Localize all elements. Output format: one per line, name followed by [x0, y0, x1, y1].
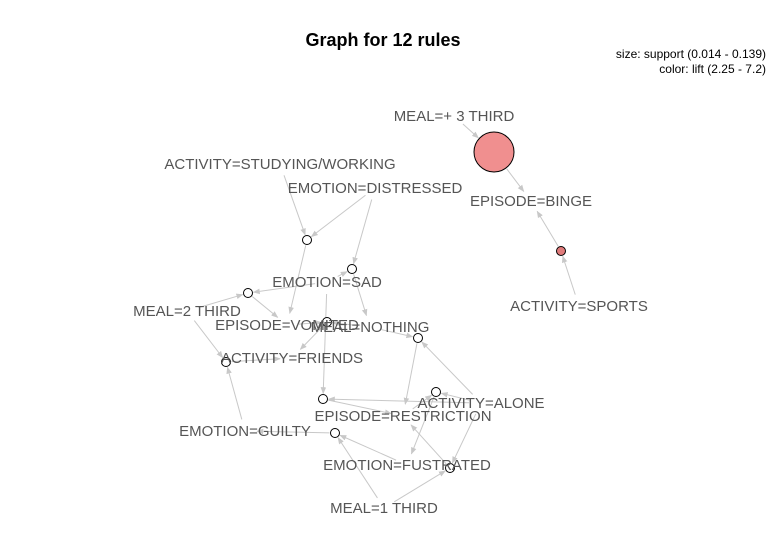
item-label-distressed: EMOTION=DISTRESSED	[288, 180, 463, 197]
edge-distressed-to-r4	[352, 199, 373, 265]
edge-sad-to-r9	[320, 293, 328, 395]
rule-node-r10	[431, 387, 441, 397]
item-label-alone: ACTIVITY=ALONE	[417, 395, 544, 412]
edge-alone-to-r9	[327, 396, 470, 404]
graph-title: Graph for 12 rules	[305, 30, 460, 50]
edge-r1-to-binge	[506, 168, 525, 192]
edge-nothing-to-r6	[331, 320, 359, 327]
edge-r10-to-fustrated	[410, 396, 435, 455]
item-label-meal1: MEAL=1 THIRD	[330, 500, 438, 517]
edge-guilty-to-r7	[226, 366, 243, 420]
edge-r9-to-restriction	[328, 399, 392, 415]
item-label-layer: MEAL=+ 3 THIRD ACTIVITY=STUDYING/WORKING E…	[133, 108, 648, 517]
item-label-meal2: MEAL=2 THIRD	[133, 303, 241, 320]
item-label-restriction: EPISODE=RESTRICTION	[314, 408, 491, 425]
rule-node-layer	[221, 131, 566, 473]
rule-node-r4	[347, 264, 357, 274]
edge-meal3-to-r1	[462, 123, 479, 139]
edge-meal1-to-r11	[394, 470, 446, 503]
item-label-vomited: EPISODE=VOMITED	[215, 317, 359, 334]
rule-node-r5	[243, 288, 253, 298]
edge-vomited-to-r6	[298, 320, 323, 326]
rule-node-r2	[556, 246, 566, 256]
rule-node-r9	[318, 394, 328, 404]
edge-r6-to-friends	[299, 325, 324, 350]
rule-node-r7	[221, 357, 231, 367]
item-label-friends: ACTIVITY=FRIENDS	[221, 350, 363, 367]
edge-meal2-to-r7	[193, 320, 224, 359]
item-label-study: ACTIVITY=STUDYING/WORKING	[164, 156, 395, 173]
edge-r11-to-restriction	[410, 424, 447, 465]
item-label-meal3: MEAL=+ 3 THIRD	[394, 108, 515, 125]
edge-r8-to-restriction	[403, 343, 418, 405]
edge-r4-to-nothing	[353, 274, 368, 317]
legend-color: color: lift (2.25 - 7.2)	[659, 62, 766, 76]
item-label-nothing: MEAL=NOTHING	[311, 319, 430, 336]
edge-r5-to-vomited	[251, 296, 279, 318]
edge-alone-to-r11	[451, 413, 477, 464]
edge-r7-to-friends	[231, 356, 281, 363]
item-label-sports: ACTIVITY=SPORTS	[510, 298, 648, 315]
rule-node-r11	[445, 463, 455, 473]
edge-distressed-to-r3	[310, 194, 366, 238]
rule-node-r12	[330, 428, 340, 438]
edge-alone-to-r8	[421, 341, 474, 395]
edge-layer	[193, 123, 576, 503]
edge-fustrated-to-r12	[339, 434, 397, 461]
rule-node-r1	[473, 131, 515, 173]
edge-r12-to-guilty	[256, 428, 330, 435]
rule-node-r3	[302, 235, 312, 245]
edge-meal1-to-r12	[337, 437, 378, 499]
item-label-guilty: EMOTION=GUILTY	[179, 423, 311, 440]
edge-restriction-to-r10	[412, 394, 433, 410]
item-label-binge: EPISODE=BINGE	[470, 193, 592, 210]
edge-meal2-to-r5	[198, 293, 244, 309]
edge-sad-to-r5	[252, 283, 316, 295]
item-label-fustrated: EMOTION=FUSTRATED	[323, 457, 491, 474]
edge-sad-to-r4	[337, 271, 348, 277]
legend-size: size: support (0.014 - 0.139)	[616, 47, 766, 61]
edge-alone-to-r10	[440, 392, 470, 401]
item-label-sad: EMOTION=SAD	[272, 274, 382, 291]
edge-r2-to-binge	[536, 210, 559, 247]
edge-nothing-to-r8	[381, 329, 414, 339]
edge-sports-to-r2	[562, 255, 576, 295]
rule-node-r6	[322, 317, 332, 327]
edge-r3-to-vomited	[288, 245, 307, 315]
rule-node-r8	[413, 333, 423, 343]
edge-study-to-r3	[283, 175, 306, 236]
